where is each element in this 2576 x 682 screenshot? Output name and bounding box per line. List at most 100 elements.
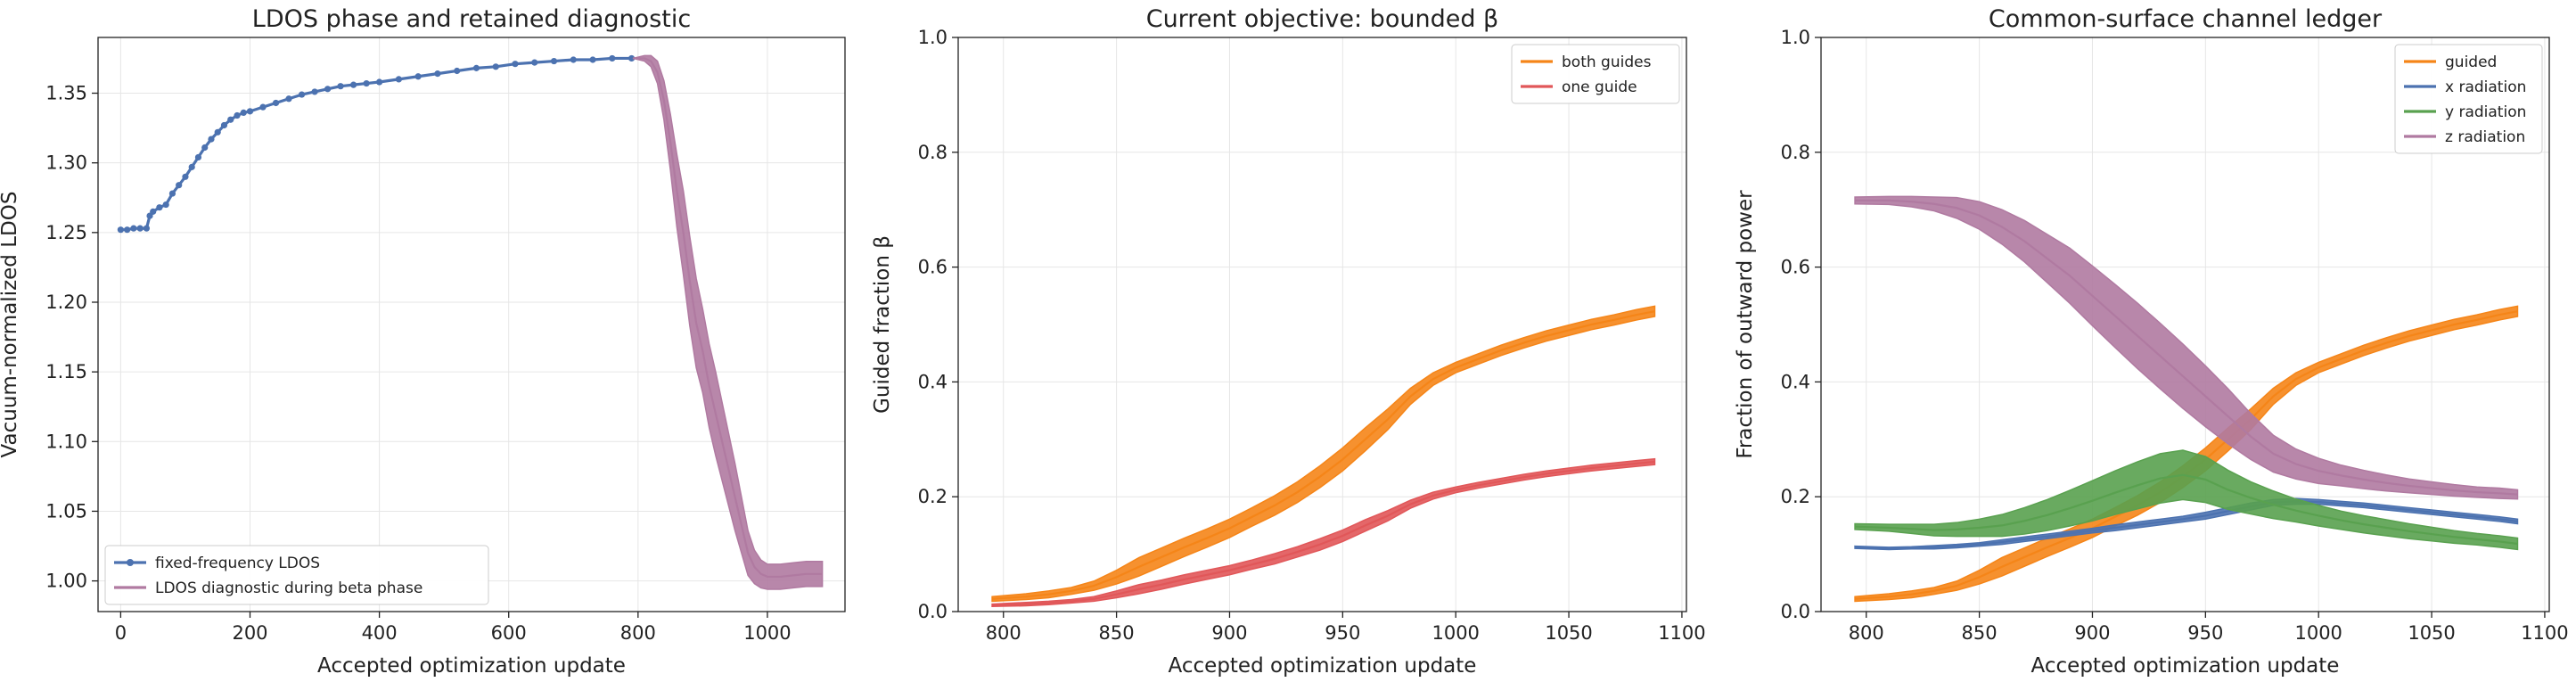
data-point: [272, 99, 280, 107]
x-tick-label: 800: [1849, 622, 1884, 644]
data-point: [182, 173, 189, 180]
legend-box: [1511, 44, 1680, 104]
x-tick-label: 1100: [2521, 622, 2568, 644]
legend-label: one guide: [1562, 78, 1637, 96]
axes-frame: [97, 37, 846, 612]
y-axis-label: Vacuum-normalized LDOS: [0, 192, 21, 458]
data-point: [414, 73, 422, 80]
data-point: [311, 88, 318, 95]
data-point: [337, 83, 344, 90]
y-tick-label: 1.15: [45, 361, 87, 382]
data-point: [162, 201, 169, 209]
y-tick-label: 1.0: [918, 27, 948, 48]
data-point: [550, 57, 558, 65]
series-line-both-guides: [991, 310, 1655, 600]
data-point: [234, 111, 241, 119]
data-point: [472, 64, 480, 71]
series-line-LDOS-diagnostic-during-beta-phase: [633, 57, 823, 579]
y-tick-label: 0.4: [918, 371, 948, 392]
plot-area: [117, 54, 824, 590]
data-point: [246, 108, 254, 115]
data-point: [130, 225, 137, 232]
data-point: [434, 70, 441, 78]
data-point: [512, 61, 519, 68]
x-tick-label: 200: [232, 622, 267, 644]
data-point: [298, 91, 306, 98]
data-point: [376, 78, 383, 86]
data-point: [150, 208, 157, 215]
data-point: [349, 81, 357, 88]
legend: fixed-frequency LDOS LDOS diagnostic duri…: [104, 545, 489, 605]
chart-title: LDOS phase and retained diagnostic: [252, 5, 691, 33]
chart-title: Common-surface channel ledger: [1989, 5, 2383, 33]
y-tick-label: 0.0: [1781, 601, 1810, 622]
y-tick-label: 1.0: [1781, 27, 1810, 48]
data-point: [227, 116, 234, 123]
x-axis-label: Accepted optimization update: [2031, 654, 2340, 678]
y-tick-label: 1.30: [45, 152, 87, 174]
x-tick-label: 1000: [1432, 622, 1479, 644]
legend-label: both guides: [1562, 53, 1652, 71]
data-point: [168, 190, 176, 197]
x-tick-label: 900: [1211, 622, 1247, 644]
x-tick-label: 1100: [1658, 622, 1705, 644]
data-point: [531, 59, 538, 66]
data-point: [609, 54, 616, 62]
legend: guided x radiation y radiation z radiation: [2394, 44, 2543, 154]
data-point: [201, 144, 209, 152]
x-tick-label: 950: [1325, 622, 1360, 644]
plot-area: [991, 305, 1656, 607]
legend-label: LDOS diagnostic during beta phase: [155, 579, 422, 597]
x-tick-label: 950: [2187, 622, 2223, 644]
series-line-z-radiation: [1855, 199, 2518, 496]
y-tick-label: 0.2: [1781, 486, 1810, 507]
x-tick-label: 1050: [1545, 622, 1592, 644]
chart-1: 0 200 400 600 800 1000 1.00 1.05 1.10 1.15 1.20 1.2…: [0, 5, 846, 678]
x-tick-label: 1050: [2408, 622, 2455, 644]
y-tick-label: 1.00: [45, 571, 87, 592]
chart-title: Current objective: bounded β: [1146, 5, 1499, 33]
legend-label: fixed-frequency LDOS: [155, 555, 320, 572]
series-line-x-radiation: [1855, 500, 2518, 550]
data-point: [454, 67, 461, 75]
y-tick-label: 0.4: [1781, 371, 1810, 392]
data-point: [589, 56, 596, 63]
data-point: [117, 226, 124, 234]
data-point: [259, 103, 267, 111]
x-tick-label: 0: [115, 622, 127, 644]
series-band-one-guide: [991, 457, 1656, 607]
legend-box: [104, 545, 489, 605]
y-tick-label: 1.35: [45, 83, 87, 104]
x-tick-label: 900: [2074, 622, 2110, 644]
x-tick-label: 1000: [743, 622, 791, 644]
series-band-LDOS-diagnostic-during-beta-phase: [632, 54, 824, 590]
series-band-both-guides: [991, 305, 1656, 603]
legend-marker: [127, 559, 134, 566]
data-point: [570, 56, 577, 63]
axes-frame: [957, 37, 1687, 612]
x-tick-label: 1000: [2294, 622, 2342, 644]
data-point: [220, 121, 228, 129]
data-point: [194, 153, 202, 161]
data-point: [240, 109, 247, 117]
data-point: [176, 182, 183, 189]
y-axis-label: Guided fraction β: [871, 235, 894, 414]
y-tick-label: 0.8: [1781, 142, 1810, 163]
y-tick-label: 0.0: [918, 601, 948, 622]
data-point: [124, 226, 131, 234]
data-point: [324, 86, 332, 93]
y-tick-label: 1.20: [45, 292, 87, 313]
x-tick-label: 850: [1099, 622, 1135, 644]
y-tick-label: 0.6: [918, 257, 948, 278]
legend-label: y radiation: [2445, 103, 2526, 121]
data-point: [363, 79, 370, 87]
y-tick-label: 1.25: [45, 222, 87, 243]
data-point: [285, 95, 292, 103]
y-tick-label: 1.05: [45, 500, 87, 522]
x-tick-label: 800: [986, 622, 1021, 644]
legend-box: [2394, 44, 2543, 154]
legend-label: z radiation: [2445, 128, 2525, 146]
data-point: [143, 225, 151, 232]
y-tick-label: 0.8: [918, 142, 948, 163]
